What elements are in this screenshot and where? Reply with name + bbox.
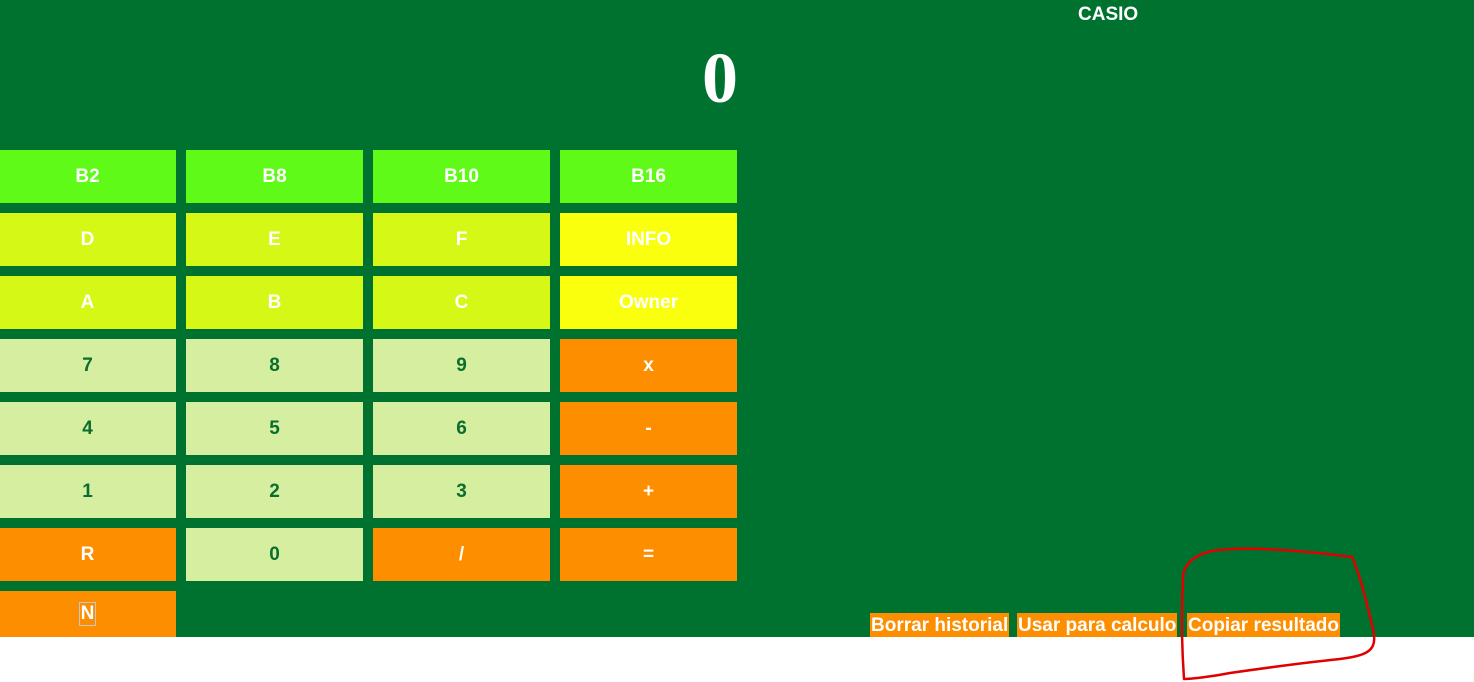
key-f[interactable]: F [373,213,550,266]
key-c[interactable]: C [373,276,550,329]
calculator-app: CASIO 0 B2 B8 B10 B16 D E F INFO A B C O… [0,0,1474,637]
key-b2[interactable]: B2 [0,150,176,203]
key-b8[interactable]: B8 [186,150,363,203]
key-0[interactable]: 0 [186,528,363,581]
brand-title: CASIO [1078,4,1139,25]
key-equals[interactable]: = [560,528,737,581]
key-2[interactable]: 2 [186,465,363,518]
key-8[interactable]: 8 [186,339,363,392]
clear-history-button[interactable]: Borrar historial [870,613,1010,637]
use-for-calculation-button[interactable]: Usar para calculo [1017,613,1178,637]
key-multiply[interactable]: x [560,339,737,392]
key-d[interactable]: D [0,213,176,266]
key-r[interactable]: R [0,528,176,581]
key-b16[interactable]: B16 [560,150,737,203]
key-b[interactable]: B [186,276,363,329]
key-7[interactable]: 7 [0,339,176,392]
key-divide[interactable]: / [373,528,550,581]
copy-result-button[interactable]: Copiar resultado [1187,613,1340,637]
key-b10[interactable]: B10 [373,150,550,203]
key-owner[interactable]: Owner [560,276,737,329]
key-info[interactable]: INFO [560,213,737,266]
key-subtract[interactable]: - [560,402,737,455]
key-a[interactable]: A [0,276,176,329]
key-4[interactable]: 4 [0,402,176,455]
key-1[interactable]: 1 [0,465,176,518]
key-3[interactable]: 3 [373,465,550,518]
key-e[interactable]: E [186,213,363,266]
key-5[interactable]: 5 [186,402,363,455]
result-display: 0 [702,38,738,118]
key-9[interactable]: 9 [373,339,550,392]
key-n[interactable]: N [0,591,176,637]
key-n-label: N [78,602,97,626]
key-6[interactable]: 6 [373,402,550,455]
key-add[interactable]: + [560,465,737,518]
